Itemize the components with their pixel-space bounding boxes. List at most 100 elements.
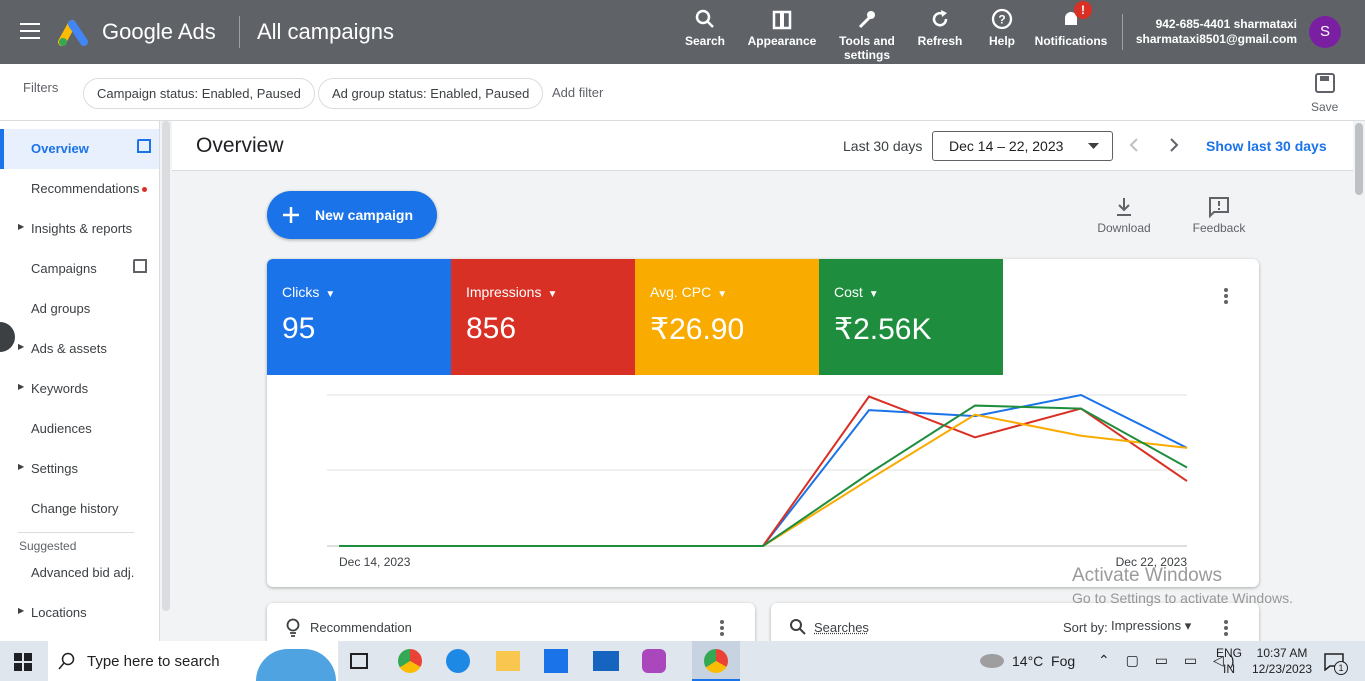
metric-value: 95 [282,312,316,345]
label: Download [1097,221,1151,235]
nav-label: Overview [31,141,89,156]
add-filter[interactable]: Add filter [552,85,604,100]
performance-card: Dec 14, 2023 Dec 22, 2023 Clicks ▼ 95 Impres… [267,259,1259,587]
svg-text:?: ? [998,13,1005,27]
nav-item[interactable]: Overview [0,129,159,169]
feedback-button[interactable]: Feedback [1187,196,1251,235]
alert-dot [142,187,147,192]
app-explorer[interactable] [496,651,520,671]
filter-chip[interactable]: Ad group status: Enabled, Paused [318,78,544,109]
nav-item[interactable]: Audiences [0,409,159,449]
start-button[interactable] [14,653,32,671]
app-chrome-active[interactable] [692,641,740,681]
metric-tile[interactable]: Clicks ▼ 95 [267,259,451,375]
metric-label: Cost [834,284,863,300]
metric-tile[interactable]: Avg. CPC ▼ ₹26.90 [635,259,819,375]
dropdown-arrow: ▼ [868,289,879,300]
expand-arrow: ▶ [18,606,25,615]
region: IN [1223,662,1235,676]
date: 12/23/2023 [1252,662,1313,676]
label: Search [684,34,726,48]
nav-label: Recommendations [31,181,140,196]
nav-item[interactable]: Change history [0,489,159,529]
expand-arrow: ▶ [18,462,25,471]
search-placeholder: Type here to search [87,653,220,670]
task-view[interactable] [350,653,368,669]
suggested-heading: Suggested [19,539,77,553]
more-menu[interactable] [718,619,726,637]
watermark-subtitle: Go to Settings to activate Windows. [1072,590,1293,606]
dropdown-arrow: ▼ [717,289,728,300]
nav-item[interactable]: Ad groups [0,289,159,329]
next-button[interactable] [1167,137,1181,153]
notifications-button[interactable]: Notifications [1026,8,1116,48]
nav-item[interactable]: Keywords ▶ [0,369,159,409]
nav-label: Ads & assets [31,341,107,356]
scrollbar [1355,123,1363,195]
dropdown-arrow: ▼ [325,289,336,300]
metric-tile[interactable]: Cost ▼ ₹2.56K [819,259,1003,375]
nav-item[interactable]: Locations ▶ [0,593,159,633]
filter-chip[interactable]: Campaign status: Enabled, Paused [83,78,315,109]
app-store[interactable] [544,649,568,673]
page-title: All campaigns [257,19,394,44]
divider [239,16,240,48]
nav-item[interactable]: Ads & assets ▶ [0,329,159,369]
metric-value: ₹2.56K [834,313,932,346]
download-button[interactable]: Download [1092,196,1156,235]
clock[interactable]: 10:37 AM 12/23/2023 [1252,645,1312,677]
notification-badge: ! [1074,1,1092,19]
label: Notifications [1034,34,1108,48]
line-chart: Dec 14, 2023 Dec 22, 2023 [327,393,1188,569]
expand-arrow: ▶ [18,342,25,351]
nav-label: Advanced bid adj. [31,565,135,580]
label: Feedback [1192,221,1246,235]
x-tick-label: Dec 22, 2023 [1116,555,1188,569]
app-wps[interactable] [642,649,666,673]
save-icon[interactable] [1314,72,1336,94]
scrollbar [162,121,170,611]
refresh-button[interactable]: Refresh [895,8,985,48]
app-mail[interactable] [593,651,619,671]
show-last-link[interactable]: Show last 30 days [1206,138,1327,154]
sort-select[interactable]: Impressions ▾ [1111,618,1192,633]
prev-button[interactable] [1127,137,1141,153]
language[interactable]: ENG IN [1216,645,1242,677]
nav-label: Settings [31,461,78,476]
appearance-button[interactable]: Appearance [737,8,827,48]
help-button[interactable]: ? Help [957,8,1047,48]
more-menu[interactable] [1222,619,1230,637]
logo [58,20,88,46]
nav-item[interactable]: Advanced bid adj. [0,553,159,593]
nav-label: Audiences [31,421,92,436]
weather-icon [980,654,1004,668]
metric-value: 856 [466,312,517,345]
app-edge[interactable] [446,649,470,673]
account[interactable]: 942-685-4401 sharmataxi sharmataxi8501@gm… [1130,17,1297,47]
nav-item[interactable]: Settings ▶ [0,449,159,489]
metric-name: Clicks ▼ [282,284,436,300]
more-menu[interactable] [1222,287,1230,307]
app-chrome[interactable] [398,649,422,673]
avatar[interactable]: S [1309,16,1341,48]
new-campaign-button[interactable]: New campaign [267,191,437,239]
weather[interactable]: 14°C Fog [1012,653,1076,669]
menu-icon[interactable] [20,22,42,40]
save-label[interactable]: Save [1311,100,1339,114]
search-button[interactable]: Search [660,8,750,48]
top-bar: Google Ads All campaigns Search Appearan… [0,0,1365,64]
tray-icons[interactable]: ⌃ ▢ ▭ ▭ ◁) [1098,652,1241,668]
nav-item[interactable]: Recommendations [0,169,159,209]
metric-tile[interactable]: Impressions ▼ 856 [451,259,635,375]
date-picker[interactable]: Dec 14 – 22, 2023 [932,131,1113,161]
metric-label: Avg. CPC [650,284,712,300]
card-title[interactable]: Searches [814,620,869,635]
taskbar-search[interactable]: Type here to search [48,641,338,681]
account-email: sharmataxi8501@gmail.com [1135,32,1297,46]
nav-item[interactable]: Insights & reports ▶ [0,209,159,249]
metric-name: Impressions ▼ [466,284,620,300]
time: 10:37 AM [1256,646,1308,660]
tools-button[interactable]: Tools and settings [822,8,912,62]
nav-item[interactable]: Campaigns [0,249,159,289]
collapse-toggle[interactable] [0,322,15,352]
